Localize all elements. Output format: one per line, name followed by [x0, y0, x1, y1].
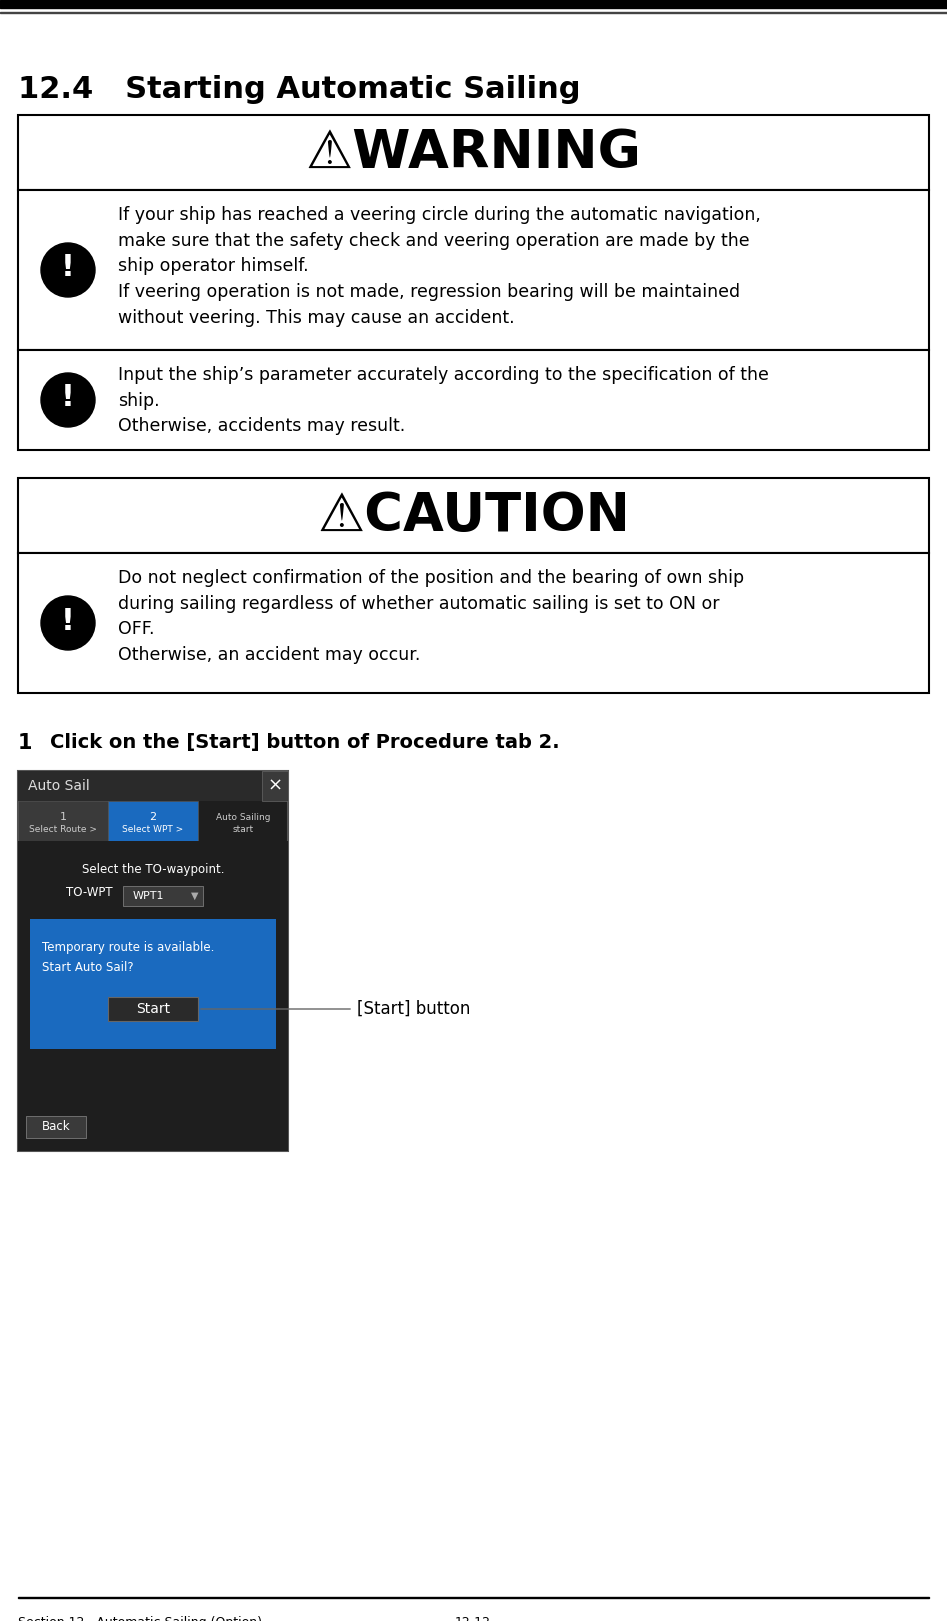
Text: Input the ship’s parameter accurately according to the specification of the
ship: Input the ship’s parameter accurately ac…	[118, 366, 769, 436]
Bar	[18, 478, 929, 553]
Text: Click on the [Start] button of Procedure tab 2.: Click on the [Start] button of Procedure…	[50, 733, 560, 752]
Bar	[262, 772, 288, 801]
Text: !: !	[61, 606, 75, 635]
Text: ×: ×	[267, 776, 282, 794]
Text: Temporary route is available.: Temporary route is available.	[42, 942, 214, 955]
Bar	[26, 1115, 86, 1138]
Text: Select the TO-waypoint.: Select the TO-waypoint.	[81, 862, 224, 875]
Text: Back: Back	[42, 1120, 70, 1133]
Circle shape	[41, 373, 95, 426]
Circle shape	[41, 243, 95, 297]
Text: 2: 2	[150, 812, 156, 822]
Circle shape	[41, 597, 95, 650]
Bar	[123, 887, 203, 906]
Bar	[18, 190, 929, 350]
Text: !: !	[61, 253, 75, 282]
Text: 1: 1	[60, 812, 66, 822]
Bar	[18, 841, 288, 1151]
Text: ▼: ▼	[191, 892, 199, 901]
Text: 1: 1	[18, 733, 32, 754]
Bar	[18, 350, 929, 451]
Text: Select Route >: Select Route >	[29, 825, 97, 833]
Bar	[18, 553, 929, 694]
Bar	[108, 997, 198, 1021]
Text: Start: Start	[136, 1002, 170, 1016]
Text: TO-WPT: TO-WPT	[66, 887, 113, 900]
Text: Start Auto Sail?: Start Auto Sail?	[42, 961, 134, 974]
Bar	[30, 919, 276, 1049]
Text: Section 12   Automatic Sailing (Option): Section 12 Automatic Sailing (Option)	[18, 1616, 262, 1621]
Text: Auto Sail: Auto Sail	[28, 780, 90, 793]
Text: start: start	[232, 825, 254, 833]
Bar	[18, 115, 929, 190]
Text: ⚠CAUTION: ⚠CAUTION	[317, 490, 630, 541]
Text: ⚠WARNING: ⚠WARNING	[306, 126, 641, 178]
Text: 12-12: 12-12	[455, 1616, 491, 1621]
Text: !: !	[61, 384, 75, 412]
Text: 12.4   Starting Automatic Sailing: 12.4 Starting Automatic Sailing	[18, 75, 581, 104]
Bar	[108, 801, 198, 841]
Bar	[0, 0, 947, 8]
Text: Do not neglect confirmation of the position and the bearing of own ship
during s: Do not neglect confirmation of the posit…	[118, 569, 744, 665]
Text: Auto Sailing: Auto Sailing	[216, 812, 270, 822]
Text: [Start] button: [Start] button	[357, 1000, 471, 1018]
Text: If your ship has reached a veering circle during the automatic navigation,
make : If your ship has reached a veering circl…	[118, 206, 760, 327]
Text: Select WPT >: Select WPT >	[122, 825, 184, 833]
Text: WPT1: WPT1	[133, 892, 165, 901]
Bar	[18, 772, 288, 801]
Bar	[18, 801, 108, 841]
Bar	[18, 772, 288, 1151]
